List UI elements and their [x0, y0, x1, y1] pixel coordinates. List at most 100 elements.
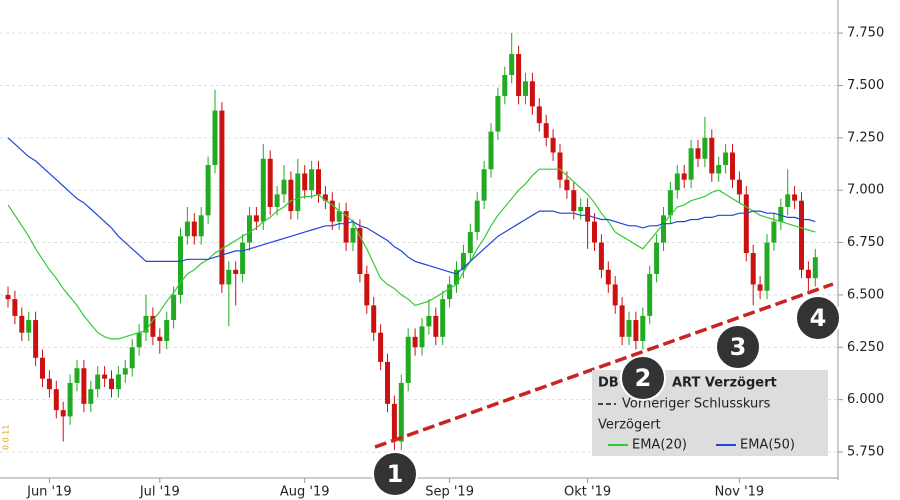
- legend-label: EMA(50): [740, 438, 795, 453]
- y-tick-label: 6.000: [847, 392, 884, 407]
- x-tick-label: Jul '19: [139, 485, 180, 500]
- candle-body: [5, 294, 11, 300]
- candle-body: [74, 368, 80, 383]
- candle-body: [371, 305, 377, 333]
- candle-body: [46, 378, 52, 390]
- candle-body: [785, 194, 791, 207]
- candle-body: [67, 382, 73, 417]
- candle-body: [398, 382, 404, 442]
- y-tick-label: 6.500: [847, 287, 884, 302]
- candle-body: [302, 173, 308, 191]
- candle-body: [53, 389, 59, 411]
- candle-body: [171, 294, 177, 321]
- candle-body: [543, 123, 549, 138]
- marker-label: 1: [387, 460, 404, 488]
- y-tick-label: 6.750: [847, 235, 884, 250]
- candle-body: [695, 148, 701, 159]
- candle-body: [267, 158, 273, 207]
- candle-body: [253, 215, 259, 222]
- candle-body: [792, 194, 798, 201]
- candle-body: [736, 179, 742, 195]
- candle-body: [288, 179, 294, 212]
- candle-body: [716, 165, 722, 174]
- candle-body: [778, 206, 784, 222]
- candle-body: [281, 179, 287, 195]
- candle-body: [405, 336, 411, 383]
- marker-circle: [372, 451, 418, 497]
- candle-body: [495, 95, 501, 132]
- marker-label: 2: [635, 364, 652, 392]
- candle-body: [467, 232, 473, 254]
- candle-body: [557, 152, 563, 180]
- candle-body: [191, 221, 197, 237]
- candle-body: [764, 242, 770, 291]
- candle-body: [805, 269, 811, 279]
- candle-body: [667, 190, 673, 216]
- candle-body: [585, 206, 591, 222]
- candle-body: [350, 227, 356, 243]
- candle-body: [164, 320, 170, 342]
- candle-body: [260, 158, 266, 222]
- candle-body: [688, 148, 694, 180]
- plot: [5, 33, 818, 450]
- candle-body: [109, 378, 114, 390]
- ema-line: [7, 137, 816, 275]
- candle-body: [550, 137, 556, 153]
- candle-body: [812, 257, 818, 279]
- candle-body: [612, 284, 618, 306]
- candle-body: [757, 284, 763, 291]
- candle-body: [122, 368, 128, 375]
- candle-body: [329, 200, 335, 222]
- candle-body: [385, 361, 390, 404]
- candle-body: [157, 336, 163, 342]
- candle-body: [129, 347, 135, 369]
- watermark: 0.0.11: [2, 425, 11, 450]
- candle-body: [750, 253, 756, 285]
- candle-body: [440, 299, 446, 337]
- candle-body: [364, 273, 370, 306]
- candle-body: [523, 81, 528, 96]
- candle-body: [454, 269, 459, 285]
- candle-body: [674, 173, 680, 191]
- candle-body: [536, 106, 542, 124]
- candle-body: [771, 221, 777, 243]
- candle-body: [460, 253, 466, 270]
- candle-body: [529, 81, 535, 107]
- candle-body: [661, 215, 666, 243]
- candle-body: [412, 336, 418, 348]
- candle-body: [681, 173, 687, 180]
- candle-body: [33, 320, 39, 358]
- candle-body: [391, 403, 397, 442]
- candle-body: [19, 315, 25, 333]
- candle-body: [60, 410, 66, 417]
- marker-circle: [620, 355, 666, 401]
- candle-body: [143, 315, 149, 333]
- candle-body: [88, 389, 94, 404]
- candle-body: [564, 179, 570, 191]
- marker-circle: [715, 324, 761, 370]
- candle-body: [378, 332, 384, 362]
- x-tick-label: Sep '19: [425, 485, 474, 500]
- candle-body: [598, 242, 604, 270]
- candle-body: [309, 169, 315, 191]
- y-tick-label: 6.250: [847, 340, 884, 355]
- legend-title: DB: [598, 376, 619, 391]
- candle-body: [150, 315, 156, 337]
- x-tick-label: Aug '19: [280, 485, 330, 500]
- candle-body: [571, 190, 577, 212]
- trendline: [374, 282, 834, 449]
- ema-line: [7, 168, 816, 340]
- candle-body: [233, 269, 239, 274]
- candle-body: [95, 374, 101, 390]
- candle-body: [205, 165, 211, 216]
- candle-body: [102, 374, 108, 379]
- candle-body: [619, 305, 625, 337]
- candle-body: [743, 194, 749, 254]
- candle-body: [433, 315, 439, 337]
- marker-label: 3: [730, 333, 747, 361]
- candle-body: [488, 131, 494, 170]
- legend-label: EMA(20): [632, 438, 687, 453]
- legend-label: Verzögert: [598, 418, 661, 433]
- candle-body: [502, 74, 508, 96]
